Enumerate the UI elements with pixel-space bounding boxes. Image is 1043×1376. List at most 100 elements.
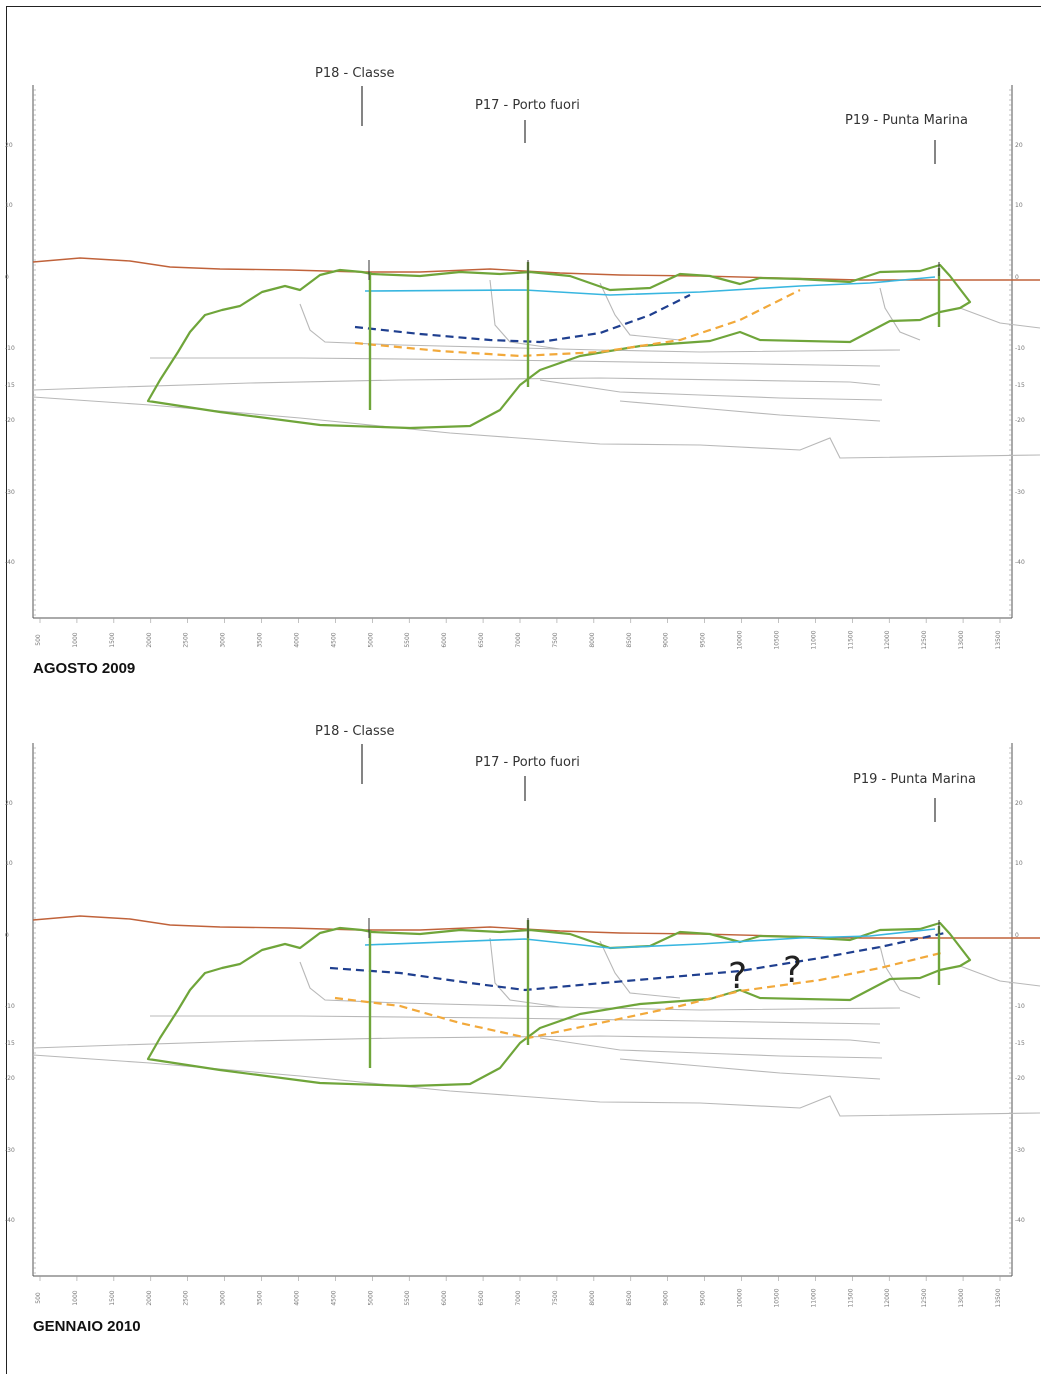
x-tick-label: 2500 <box>183 632 190 647</box>
x-tick-label: 2000 <box>146 632 153 647</box>
y-tick-label-left: -15 <box>5 1040 15 1047</box>
x-tick-label: 1000 <box>72 1290 79 1305</box>
cross-section-plot: 20 2010 100 0-10 -10-15 -15-20 -20-30 -30-40 -40… <box>5 66 1041 650</box>
x-tick-label: 9000 <box>663 632 670 647</box>
x-tick-label: 4000 <box>293 1290 300 1305</box>
section-panel-gennaio-2010: 20 20 10 10 0 0 -10 -10 -15 -15 -20 -20 -30 -30 -40 -40… <box>0 698 1043 1338</box>
well-label: P18 - Classe <box>315 66 395 81</box>
x-tick-label: 11500 <box>847 630 854 649</box>
layer-line <box>32 377 881 391</box>
x-tick-label: 3000 <box>220 1290 227 1305</box>
x-tick-label: 500 <box>35 634 42 646</box>
blue-dashed-piezometric-line <box>329 931 946 992</box>
y-tick-label-right: -40 <box>1015 559 1025 566</box>
y-tick-label-left: -10 <box>5 345 15 352</box>
blue-dashed-piezometric-line <box>354 294 691 344</box>
well-label: P18 - Classe <box>315 724 395 739</box>
layer-line <box>619 400 881 422</box>
x-tick-label: 10000 <box>737 1288 744 1307</box>
x-tick-label: 4500 <box>330 632 337 647</box>
x-tick-label: 3500 <box>257 1290 264 1305</box>
layer-line <box>299 303 901 353</box>
layer-line <box>32 1054 1041 1117</box>
x-tick-label: 6000 <box>441 1290 448 1305</box>
y-tick-label-right: -10 <box>1015 1003 1025 1010</box>
x-tick-label: 4000 <box>293 632 300 647</box>
ground-surface-line <box>32 257 1040 281</box>
layer-line <box>489 279 561 350</box>
x-tick-label: 10000 <box>737 630 744 649</box>
layer-line <box>959 307 1041 329</box>
y-tick-label-right: 20 <box>1015 800 1023 807</box>
y-tick-label-right: 10 <box>1015 860 1023 867</box>
cross-section-plot: 20 2010 100 0-10 -10-15 -15-20 -20-30 -30-40 -40… <box>5 724 1041 1308</box>
x-tick-label: 3500 <box>257 632 264 647</box>
panel-caption: AGOSTO 2009 <box>33 660 136 677</box>
x-tick-label: 6500 <box>478 1290 485 1305</box>
x-tick-label: 11000 <box>810 1288 817 1307</box>
well-label: P17 - Porto fuori <box>475 755 580 770</box>
x-tick-label: 13500 <box>995 630 1002 649</box>
layer-line <box>150 357 881 367</box>
y-tick-label-left: 10 <box>5 860 13 867</box>
y-tick-label-left: 10 <box>5 202 13 209</box>
x-tick-label: 8000 <box>589 632 596 647</box>
x-tick-label: 11000 <box>810 630 817 649</box>
section-panel-agosto-2009: 20 20 10 10 0 0 -10 -10 -15 -15 -20 -20 -30 -30 -40 -40… <box>0 40 1043 680</box>
y-tick-label-left: -20 <box>5 417 15 424</box>
layer-line <box>150 1015 881 1025</box>
y-tick-label-right: 10 <box>1015 202 1023 209</box>
x-tick-label: 500 <box>35 1292 42 1304</box>
y-tick-label-right: -40 <box>1015 1217 1025 1224</box>
x-tick-label: 1500 <box>109 1290 116 1305</box>
x-tick-label: 10500 <box>773 630 780 649</box>
x-tick-label: 9000 <box>663 1290 670 1305</box>
x-tick-label: 1000 <box>72 632 79 647</box>
layer-line <box>959 965 1041 987</box>
y-tick-label-right: 20 <box>1015 142 1023 149</box>
x-tick-label: 4500 <box>330 1290 337 1305</box>
x-tick-label: 6500 <box>478 632 485 647</box>
x-tick-label: 5000 <box>367 632 374 647</box>
layer-line <box>299 961 901 1011</box>
y-tick-label-left: -30 <box>5 489 15 496</box>
y-tick-label-right: 0 <box>1015 932 1019 939</box>
x-tick-label: 11500 <box>847 1288 854 1307</box>
water-table-line <box>364 928 936 949</box>
question-mark: ? <box>783 950 802 991</box>
y-tick-label-left: -30 <box>5 1147 15 1154</box>
y-tick-label-right: -20 <box>1015 1075 1025 1082</box>
x-tick-label: 7500 <box>552 1290 559 1305</box>
x-tick-label: 8000 <box>589 1290 596 1305</box>
water-table-line <box>364 276 936 296</box>
y-tick-label-left: 20 <box>5 800 13 807</box>
x-tick-label: 2000 <box>146 1290 153 1305</box>
x-tick-label: 7000 <box>515 1290 522 1305</box>
layer-line <box>599 282 681 341</box>
x-tick-label: 12500 <box>921 630 928 649</box>
x-tick-label: 5000 <box>367 1290 374 1305</box>
layer-line <box>539 379 883 401</box>
x-tick-label: 13500 <box>995 1288 1002 1307</box>
y-tick-label-left: -10 <box>5 1003 15 1010</box>
y-tick-label-left: 20 <box>5 142 13 149</box>
well-label: P17 - Porto fuori <box>475 98 580 113</box>
x-tick-label: 5500 <box>404 1290 411 1305</box>
x-tick-label: 8500 <box>626 1290 633 1305</box>
x-tick-label: 7500 <box>552 632 559 647</box>
layer-line <box>32 396 1041 459</box>
y-tick-label-left: -20 <box>5 1075 15 1082</box>
y-tick-label-left: 0 <box>5 274 9 281</box>
question-mark: ? <box>728 956 747 997</box>
aquifer-outline <box>146 263 972 430</box>
y-tick-label-right: -30 <box>1015 1147 1025 1154</box>
x-tick-label: 7000 <box>515 632 522 647</box>
y-tick-label-right: -15 <box>1015 382 1025 389</box>
y-tick-label-right: -30 <box>1015 489 1025 496</box>
x-tick-label: 9500 <box>700 1290 707 1305</box>
y-tick-label-left: -40 <box>5 559 15 566</box>
layer-line <box>599 940 681 999</box>
aquifer-outline <box>146 921 972 1088</box>
x-tick-label: 12000 <box>884 630 891 649</box>
y-tick-label-right: -10 <box>1015 345 1025 352</box>
